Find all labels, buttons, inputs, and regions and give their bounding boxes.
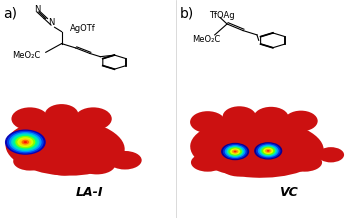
Text: N: N [34, 5, 40, 14]
Circle shape [226, 146, 244, 157]
Ellipse shape [45, 104, 78, 125]
Circle shape [267, 150, 270, 152]
Ellipse shape [239, 124, 268, 142]
Text: LA-I: LA-I [76, 186, 103, 199]
Circle shape [256, 143, 281, 158]
Circle shape [5, 129, 46, 155]
Circle shape [263, 148, 273, 154]
Ellipse shape [191, 153, 225, 172]
Circle shape [24, 141, 27, 143]
Ellipse shape [78, 155, 115, 174]
Text: VC: VC [279, 186, 298, 199]
Ellipse shape [284, 111, 318, 131]
Circle shape [230, 148, 240, 155]
Ellipse shape [318, 147, 344, 162]
Ellipse shape [13, 152, 46, 170]
Circle shape [225, 145, 246, 158]
Circle shape [17, 137, 33, 147]
Ellipse shape [190, 111, 225, 133]
Circle shape [221, 143, 249, 160]
Ellipse shape [62, 124, 93, 142]
Text: MeO₂C: MeO₂C [192, 35, 220, 44]
Circle shape [254, 142, 282, 160]
Circle shape [259, 145, 277, 156]
Ellipse shape [11, 107, 49, 130]
Circle shape [234, 151, 237, 152]
Circle shape [21, 140, 29, 145]
Circle shape [13, 135, 37, 150]
Ellipse shape [45, 156, 82, 175]
Circle shape [19, 138, 31, 146]
Circle shape [265, 149, 271, 153]
Ellipse shape [10, 130, 46, 155]
Text: b): b) [180, 7, 194, 20]
Text: MeO₂C: MeO₂C [12, 51, 40, 60]
Circle shape [228, 147, 242, 156]
Ellipse shape [108, 151, 142, 170]
Ellipse shape [223, 106, 256, 127]
Circle shape [223, 144, 247, 159]
Text: N: N [48, 18, 54, 27]
Circle shape [258, 144, 279, 157]
Circle shape [262, 147, 275, 155]
Ellipse shape [6, 119, 125, 176]
Text: a): a) [4, 7, 18, 20]
Circle shape [9, 132, 42, 152]
Circle shape [11, 133, 39, 151]
Circle shape [7, 131, 44, 153]
Ellipse shape [287, 153, 322, 172]
Ellipse shape [253, 107, 289, 129]
Ellipse shape [190, 119, 324, 178]
Ellipse shape [75, 107, 112, 130]
Text: AgOTf: AgOTf [70, 24, 96, 33]
Text: TfOAg: TfOAg [209, 11, 235, 20]
Ellipse shape [254, 156, 291, 175]
Circle shape [232, 150, 238, 153]
Circle shape [15, 136, 36, 148]
Ellipse shape [221, 157, 258, 177]
